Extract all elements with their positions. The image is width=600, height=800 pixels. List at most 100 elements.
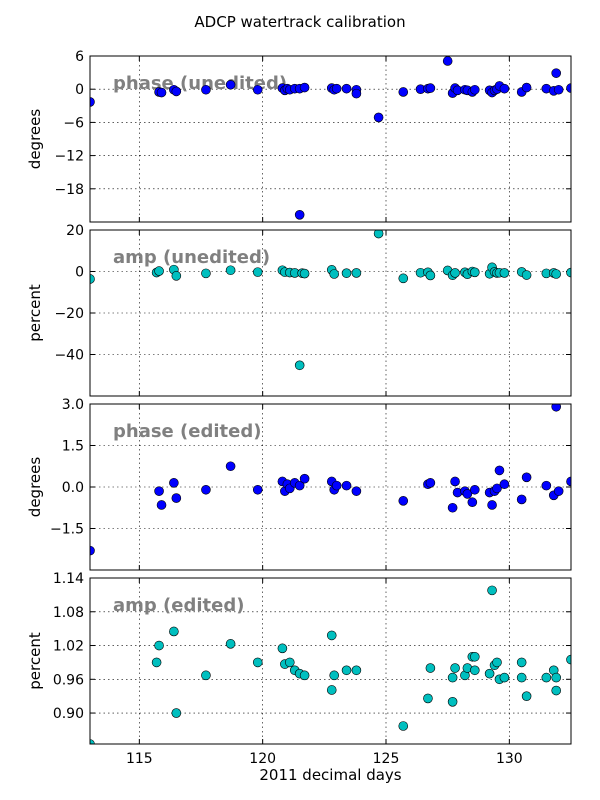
data-point: [277, 643, 288, 654]
data-point: [169, 626, 179, 637]
panel-annotation: amp (edited): [113, 595, 244, 616]
panel-frame: [89, 577, 572, 745]
data-point: [341, 83, 352, 94]
panel-2: 20 0 −20 −40 amp (unedited) percent: [26, 223, 572, 397]
data-point: [499, 672, 510, 683]
data-point: [331, 480, 342, 491]
data-point: [469, 484, 480, 495]
data-point: [521, 82, 532, 93]
x-tick-label: 125: [373, 751, 400, 767]
data-point: [151, 657, 162, 668]
y-tick-label: −18: [54, 182, 84, 198]
data-point: [487, 585, 497, 596]
data-point: [469, 665, 480, 676]
data-point: [521, 472, 532, 483]
panel-annotation: phase (edited): [113, 421, 261, 442]
data-point: [521, 691, 532, 701]
y-tick-label: 0.96: [53, 672, 84, 688]
data-point: [499, 83, 510, 94]
data-point: [299, 473, 310, 484]
data-point: [566, 654, 571, 665]
data-point: [299, 268, 310, 279]
data-point: [90, 274, 95, 284]
data-point: [154, 640, 164, 651]
data-point: [492, 483, 502, 494]
data-point: [499, 479, 510, 490]
data-point: [201, 268, 211, 279]
data-point: [252, 84, 263, 95]
data-point: [326, 630, 337, 641]
data-point: [425, 663, 436, 673]
y-tick-label: 6: [75, 49, 84, 65]
y-tick-label: 0.90: [53, 706, 84, 722]
data-point: [462, 489, 473, 499]
y-axis-label: degrees: [26, 109, 44, 170]
data-point: [398, 87, 409, 97]
data-point: [341, 480, 352, 491]
data-points: [90, 56, 571, 220]
data-point: [425, 270, 436, 281]
x-tick-label: 120: [249, 751, 276, 767]
data-point: [225, 461, 236, 472]
data-point: [373, 230, 384, 239]
data-point: [551, 672, 562, 683]
data-point: [566, 476, 571, 487]
panel-3: 3.0 1.5 0.0 −1.5 phase (edited) degrees: [26, 397, 572, 571]
panel-frame: [89, 403, 572, 571]
data-points: [90, 585, 571, 744]
y-tick-label: 1.02: [53, 639, 84, 655]
data-point: [156, 87, 167, 98]
y-tick-label: 0: [75, 265, 84, 281]
data-point: [329, 269, 340, 279]
data-point: [447, 502, 458, 513]
data-point: [516, 494, 527, 505]
data-point: [171, 708, 182, 718]
data-point: [516, 657, 527, 668]
data-points: [90, 404, 571, 556]
data-point: [351, 665, 362, 676]
data-point: [331, 83, 342, 94]
y-tick-label: −12: [54, 149, 84, 165]
data-point: [492, 657, 502, 668]
data-point: [541, 480, 552, 491]
data-point: [499, 268, 510, 278]
data-point: [294, 210, 305, 220]
data-point: [553, 84, 564, 95]
panel-annotation: amp (unedited): [113, 247, 270, 268]
y-tick-label: −40: [54, 348, 84, 364]
y-tick-label: 1.08: [53, 605, 84, 621]
data-point: [294, 480, 305, 491]
data-point: [294, 360, 305, 371]
data-point: [351, 88, 362, 99]
data-point: [284, 657, 295, 668]
data-point: [90, 545, 95, 556]
data-point: [425, 83, 436, 93]
y-tick-label: 1.14: [53, 571, 84, 587]
y-axis-label: percent: [26, 284, 44, 342]
data-point: [329, 670, 340, 681]
data-point: [469, 651, 480, 662]
data-point: [425, 478, 436, 488]
y-tick-label: 3.0: [62, 397, 84, 413]
data-point: [90, 739, 95, 744]
data-point: [469, 267, 480, 278]
data-point: [516, 672, 527, 683]
data-point: [398, 496, 409, 506]
data-point: [398, 721, 409, 731]
y-tick-label: 0: [75, 82, 84, 98]
panel-frame: [89, 55, 572, 223]
data-point: [351, 486, 362, 496]
data-point: [469, 84, 480, 95]
data-point: [373, 112, 384, 123]
panel-4: 1.14 1.08 1.02 0.96 0.90 amp (edited) percent 1…: [26, 571, 572, 767]
panel-frame: [89, 229, 572, 397]
data-point: [252, 484, 263, 495]
data-point: [351, 268, 362, 278]
x-tick-label: 130: [496, 751, 523, 767]
data-point: [442, 56, 453, 66]
data-point: [541, 672, 552, 683]
data-point: [521, 270, 532, 280]
y-axis-label: degrees: [26, 457, 44, 518]
